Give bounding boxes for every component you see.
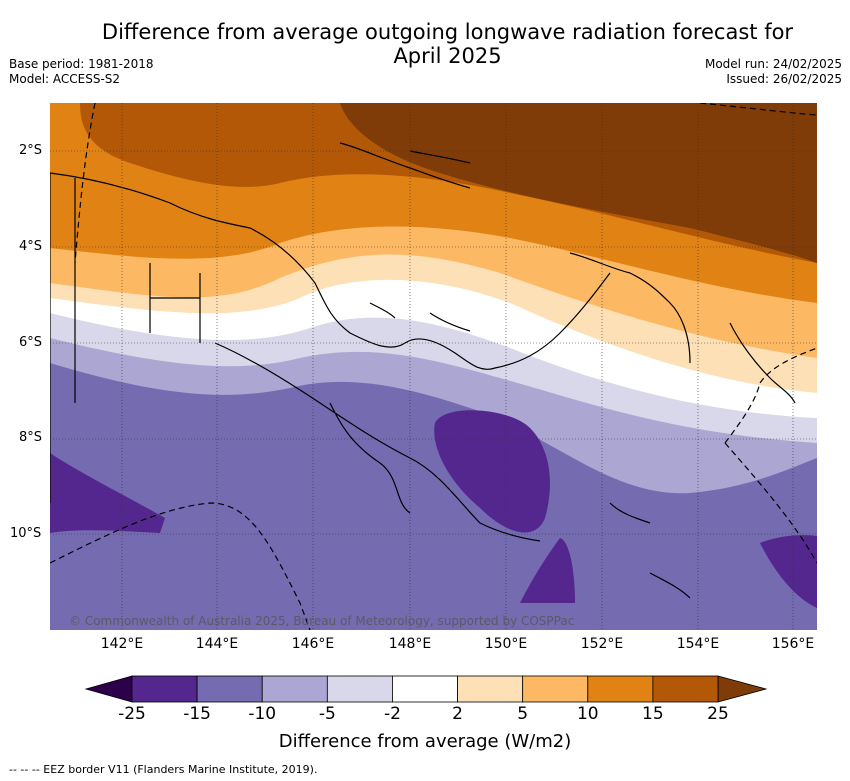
footer-note: -- -- -- EEZ border V11 (Flanders Marine… — [9, 763, 318, 776]
colorbar-bin-1 — [196, 675, 263, 703]
lon-label-148e: 148°E — [388, 636, 432, 652]
colorbar-over-arrow — [717, 675, 768, 703]
model-run: Model run: 24/02/2025 — [704, 57, 842, 71]
colorbar-tick-5: 2 — [452, 704, 463, 724]
colorbar — [0, 672, 850, 708]
patch-neg-25-east — [760, 535, 817, 608]
lon-label-152e: 152°E — [580, 636, 624, 652]
colorbar-bin-4 — [392, 675, 458, 703]
lon-label-144e: 144°E — [195, 636, 239, 652]
lon-label-150e: 150°E — [484, 636, 528, 652]
copyright-notice: © Commonwealth of Australia 2025, Bureau… — [69, 614, 575, 628]
colorbar-label: Difference from average (W/m2) — [278, 731, 572, 752]
graticule — [50, 103, 817, 630]
map-panel[interactable] — [50, 103, 817, 630]
lat-label-4s: 4°S — [19, 239, 43, 254]
lat-label-10s: 10°S — [10, 526, 42, 541]
colorbar-tick-8: 15 — [642, 704, 664, 724]
map-title: Difference from average outgoing longwav… — [101, 20, 794, 68]
colorbar-svg — [84, 675, 768, 703]
colorbar-tick-0: -25 — [118, 704, 146, 724]
coastlines — [50, 142, 796, 599]
meta-right: Model run: 24/02/2025 Issued: 26/02/2025 — [705, 57, 842, 87]
colorbar-tick-7: 10 — [576, 704, 599, 724]
lat-label-2s: 2°S — [19, 143, 43, 158]
lon-label-156e: 156°E — [771, 636, 815, 652]
colorbar-tick-6: 5 — [517, 704, 529, 724]
meta-left: Base period: 1981-2018 Model: ACCESS-S2 — [9, 57, 154, 87]
colorbar-bin-2 — [261, 675, 328, 703]
lon-label-154e: 154°E — [676, 636, 720, 652]
lon-label-142e: 142°E — [100, 636, 144, 652]
colorbar-bin-3 — [326, 675, 393, 703]
colorbar-bin-7 — [587, 675, 654, 703]
colorbar-tick-9: 25 — [707, 704, 729, 724]
colorbar-bin-5 — [457, 675, 524, 703]
eez-borders — [50, 103, 817, 630]
colorbar-tick-2: -10 — [248, 704, 277, 724]
colorbar-tick-4: -2 — [383, 704, 401, 724]
colorbar-tick-3: -5 — [318, 704, 336, 724]
lon-label-146e: 146°E — [291, 636, 335, 652]
map-svg — [50, 103, 817, 630]
model-name: Model: ACCESS-S2 — [9, 72, 121, 86]
base-period: Base period: 1981-2018 — [9, 57, 154, 71]
colorbar-under-arrow — [84, 675, 133, 703]
lat-label-6s: 6°S — [19, 335, 43, 350]
colorbar-bin-0 — [131, 675, 198, 703]
issued-date: Issued: 26/02/2025 — [726, 72, 842, 86]
patch-neg-25-central — [434, 410, 550, 533]
colorbar-tick-1: -15 — [183, 704, 211, 724]
lat-label-8s: 8°S — [19, 430, 43, 445]
patch-neg-25-south — [520, 538, 575, 603]
patch-neg-25-west — [50, 453, 165, 533]
colorbar-bin-8 — [652, 675, 719, 703]
colorbar-bin-6 — [522, 675, 589, 703]
